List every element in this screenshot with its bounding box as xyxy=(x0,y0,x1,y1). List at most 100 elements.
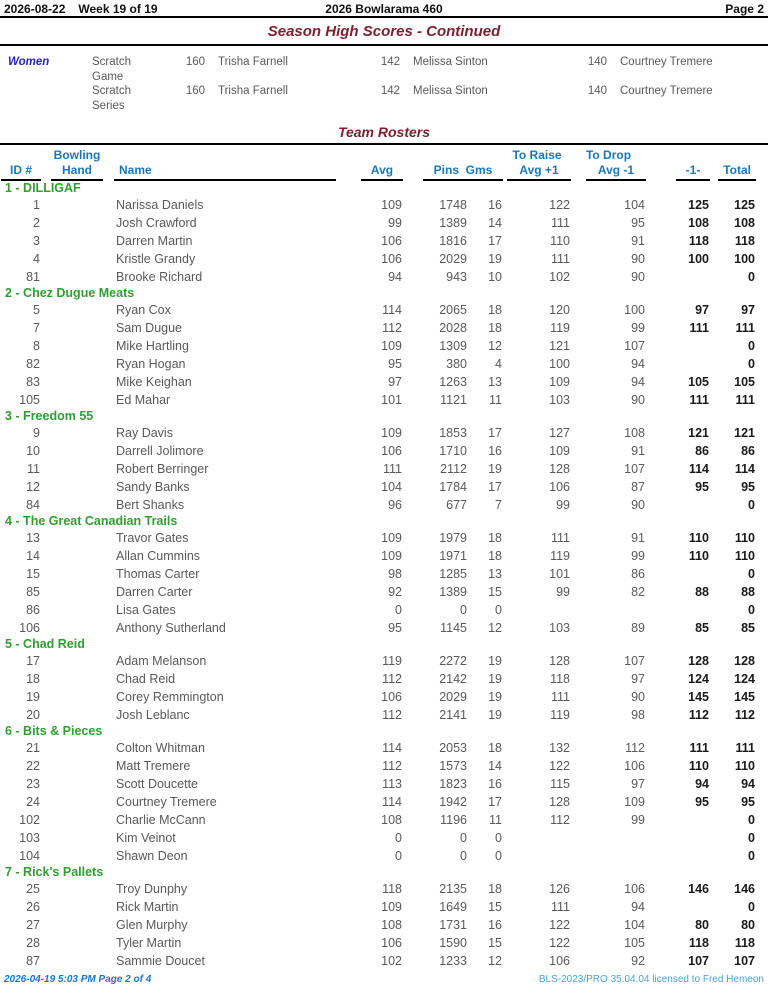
player-to-raise xyxy=(503,847,571,865)
player-neg1: 128 xyxy=(688,654,709,668)
player-bowling-hand xyxy=(42,793,112,811)
player-to-drop: 91 xyxy=(631,531,645,545)
player-id: 4 xyxy=(33,252,40,266)
player-to-raise: 102 xyxy=(549,270,570,284)
roster-player-row: 81 Brooke Richard 94 943 10 102 90 0 xyxy=(0,268,756,286)
category-label: Scratch Series xyxy=(92,85,131,112)
player-neg1 xyxy=(646,601,710,619)
score-value: 160 xyxy=(185,85,205,97)
player-bowling-hand xyxy=(42,652,112,670)
player-total: 0 xyxy=(748,339,755,353)
player-to-raise: 111 xyxy=(550,252,570,266)
player-gms: 18 xyxy=(488,882,502,896)
player-bowling-hand xyxy=(42,232,112,250)
player-to-drop xyxy=(571,601,646,619)
high-scores-section: Women Scratch Game 160 Trisha Farnell 14… xyxy=(0,55,768,113)
player-to-raise: 122 xyxy=(549,936,570,950)
col-header-pins-gms: Pins Gms xyxy=(423,163,503,181)
roster-player-row: 20 Josh Leblanc 112 2141 19 119 98 112 1… xyxy=(0,706,756,724)
player-to-drop: 107 xyxy=(624,654,645,668)
player-name: Adam Melanson xyxy=(116,654,207,668)
player-name: Courtney Tremere xyxy=(116,795,217,809)
player-pins: 2029 xyxy=(439,690,467,704)
player-name: Matt Tremere xyxy=(116,759,191,773)
player-gms: 19 xyxy=(488,252,502,266)
team-header-row: 4 - The Great Canadian Trails xyxy=(0,514,756,529)
player-to-drop: 90 xyxy=(631,270,645,284)
player-name: Ed Mahar xyxy=(116,393,171,407)
player-to-drop: 87 xyxy=(631,480,645,494)
player-to-raise: 101 xyxy=(549,567,570,581)
col-header-hand: Hand xyxy=(51,163,103,181)
player-id: 27 xyxy=(26,918,40,932)
player-name: Glen Murphy xyxy=(116,918,188,932)
player-to-drop xyxy=(571,847,646,865)
player-total: 111 xyxy=(735,321,755,335)
player-id: 21 xyxy=(26,741,40,755)
player-bowling-hand xyxy=(42,775,112,793)
player-gms: 14 xyxy=(488,759,502,773)
player-gms: 18 xyxy=(488,531,502,545)
player-name: Travor Gates xyxy=(116,531,189,545)
player-bowling-hand xyxy=(42,319,112,337)
player-total: 124 xyxy=(734,672,755,686)
player-to-raise: 99 xyxy=(556,585,570,599)
player-to-raise: 127 xyxy=(549,426,570,440)
roster-player-row: 2 Josh Crawford 99 1389 14 111 95 108 10… xyxy=(0,214,756,232)
player-to-drop xyxy=(571,829,646,847)
player-avg: 119 xyxy=(382,654,402,668)
player-name: Kristle Grandy xyxy=(116,252,196,266)
team-header-row: 1 - DILLIGAF xyxy=(0,181,756,196)
player-pins: 677 xyxy=(446,498,467,512)
player-pins: 1816 xyxy=(439,234,467,248)
player-neg1: 125 xyxy=(688,198,709,212)
player-gms: 12 xyxy=(488,621,502,635)
player-neg1: 95 xyxy=(695,480,709,494)
player-avg: 98 xyxy=(388,567,402,581)
player-neg1 xyxy=(646,337,710,355)
roster-player-row: 18 Chad Reid 112 2142 19 118 97 124 124 xyxy=(0,670,756,688)
bowler-name: Trisha Farnell xyxy=(218,85,288,97)
player-avg: 109 xyxy=(381,339,402,353)
player-bowling-hand xyxy=(42,196,112,214)
player-total: 111 xyxy=(735,741,755,755)
player-name: Allan Cummins xyxy=(116,549,201,563)
player-avg: 108 xyxy=(381,813,402,827)
player-name: Brooke Richard xyxy=(116,270,203,284)
player-to-raise: 128 xyxy=(549,462,570,476)
team-header-row: 2 - Chez Dugue Meats xyxy=(0,286,756,301)
player-to-drop: 90 xyxy=(631,252,645,266)
player-name: Mike Keighan xyxy=(116,375,192,389)
header-row-top: Bowling To Raise To Drop xyxy=(0,147,756,162)
player-neg1: 108 xyxy=(688,216,709,230)
player-bowling-hand xyxy=(42,757,112,775)
roster-player-row: 17 Adam Melanson 119 2272 19 128 107 128… xyxy=(0,652,756,670)
player-total: 80 xyxy=(741,918,755,932)
roster-player-row: 19 Corey Remmington 106 2029 19 111 90 1… xyxy=(0,688,756,706)
team-name: 1 - DILLIGAF xyxy=(5,181,81,195)
player-gms: 15 xyxy=(488,936,502,950)
player-to-drop: 90 xyxy=(631,393,645,407)
player-neg1: 145 xyxy=(688,690,709,704)
player-avg: 0 xyxy=(395,849,402,863)
player-pins: 1389 xyxy=(439,585,467,599)
team-name: 4 - The Great Canadian Trails xyxy=(5,514,178,528)
player-id: 24 xyxy=(26,795,40,809)
player-to-raise: 126 xyxy=(549,882,570,896)
player-avg: 102 xyxy=(381,954,402,968)
score-value: 142 xyxy=(380,56,400,68)
player-neg1: 114 xyxy=(688,462,709,476)
player-total: 0 xyxy=(748,849,755,863)
player-pins: 1823 xyxy=(439,777,467,791)
player-avg: 114 xyxy=(382,741,402,755)
player-pins: 2272 xyxy=(439,654,467,668)
roster-player-row: 9 Ray Davis 109 1853 17 127 108 121 121 xyxy=(0,424,756,442)
player-total: 100 xyxy=(734,252,755,266)
player-to-raise: 110 xyxy=(550,234,570,248)
player-to-drop: 90 xyxy=(631,498,645,512)
player-to-drop: 107 xyxy=(624,339,645,353)
player-bowling-hand xyxy=(42,601,112,619)
bowler-name: Courtney Tremere xyxy=(620,85,713,97)
player-bowling-hand xyxy=(42,688,112,706)
player-pins: 1853 xyxy=(439,426,467,440)
